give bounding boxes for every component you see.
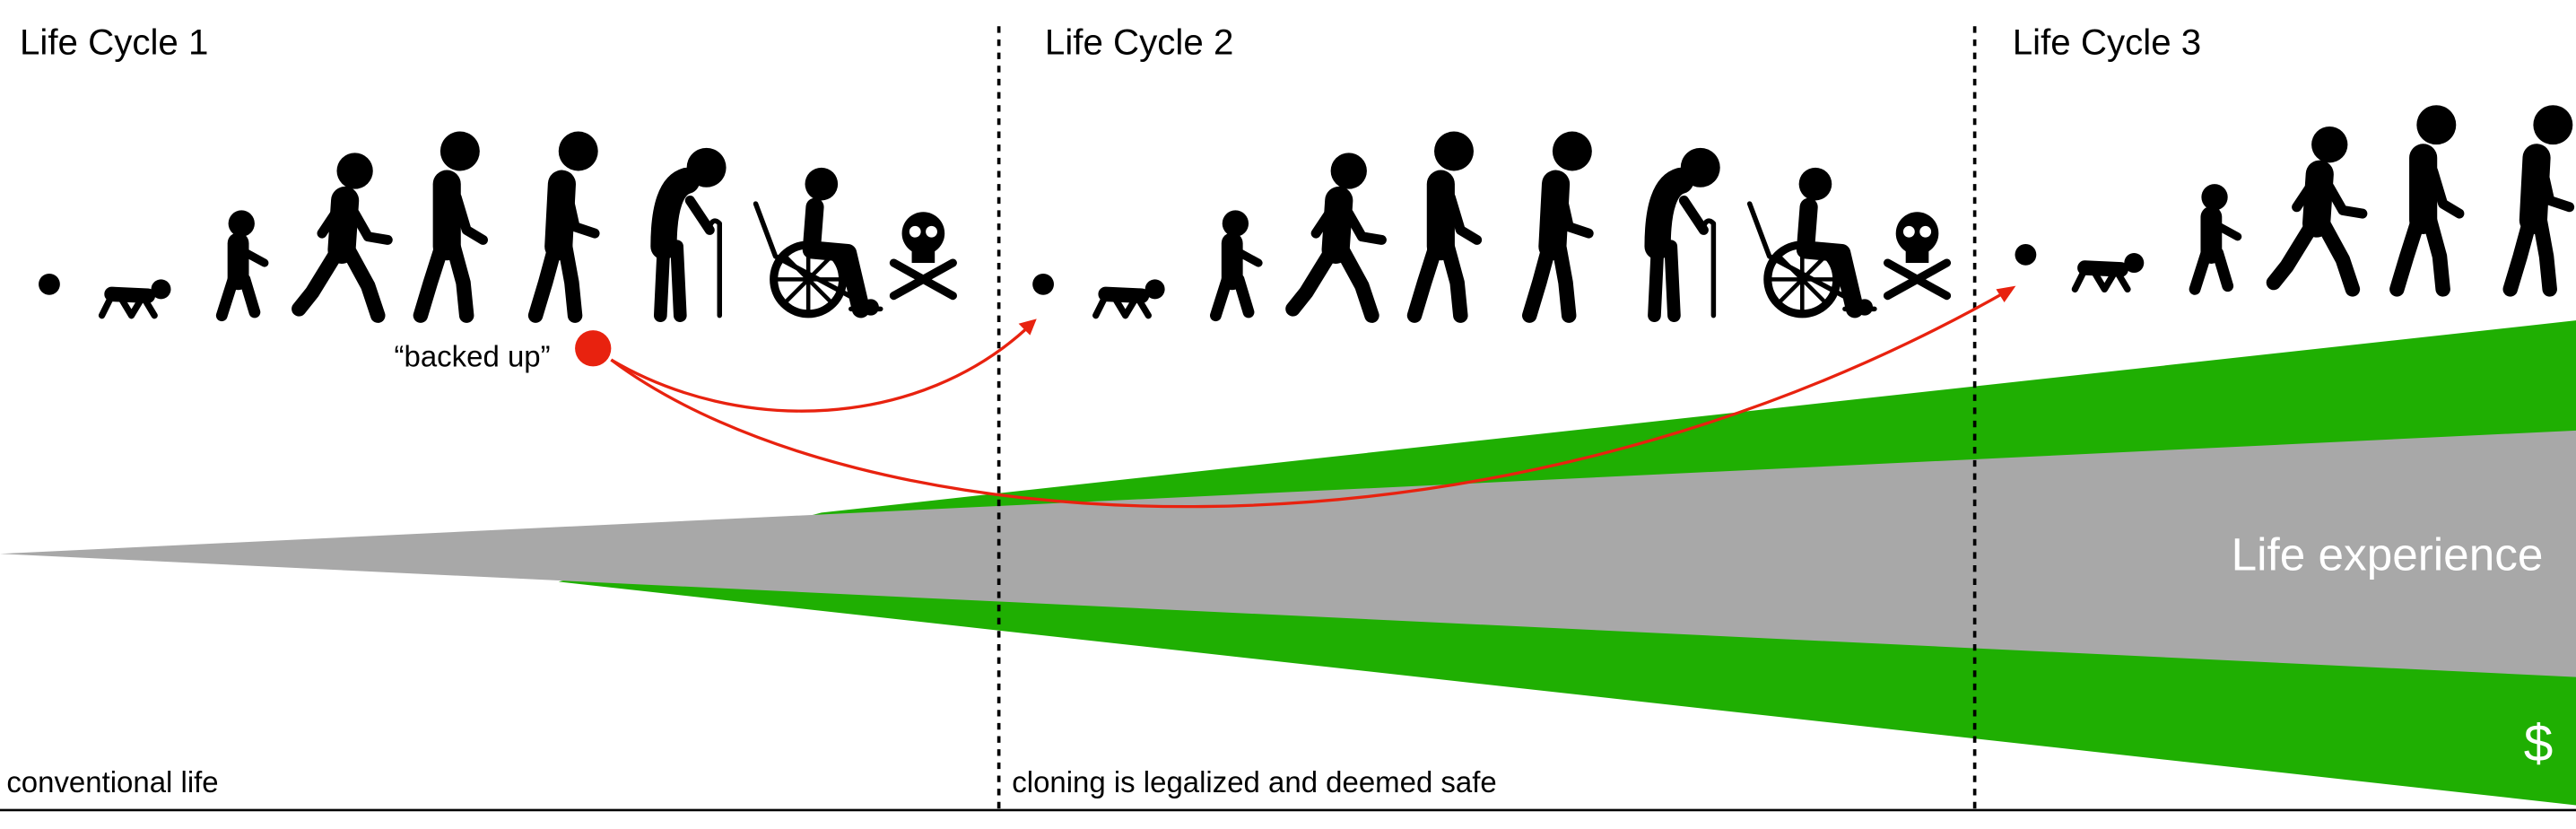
cycle-title: Life Cycle 3 [2013,22,2201,62]
figure-icon [1215,210,1258,315]
figure-icon [2015,243,2037,266]
life-stages-1 [39,132,953,316]
backup-dot [575,330,612,367]
figure-icon [1414,132,1477,316]
figure-icon [1032,273,1054,295]
figure-icon [1750,168,1875,316]
figure-icon [39,273,60,295]
figure-icon [535,132,598,316]
figure-icon [1292,153,1381,315]
figure-icon [421,132,483,316]
money-label: $ [2524,714,2554,772]
backup-arrow [610,322,1033,413]
life-stages-2 [1032,132,1946,316]
life-stages-3 [2015,105,2572,289]
era-label: conventional life [6,765,218,798]
figure-icon [1529,132,1592,316]
figure-icon [2274,127,2363,289]
figure-icon [1096,279,1165,315]
figure-icon [2195,184,2238,289]
figure-icon [102,279,171,315]
figure-icon [1888,212,1947,295]
experience-label: Life experience [2232,529,2544,580]
figure-icon [660,148,726,316]
backup-arrow [610,289,2009,509]
arrow-head [1996,285,2016,302]
cycle-title: Life Cycle 2 [1045,22,1233,62]
arrow-head [1018,319,1037,336]
figure-icon [756,168,881,316]
figure-icon [2397,105,2459,289]
cycle-title: Life Cycle 1 [20,22,208,62]
figure-icon [2075,253,2144,289]
era-label: cloning is legalized and deemed safe [1012,765,1496,798]
figure-icon [893,212,953,295]
backed-up-label: “backed up” [395,339,551,372]
figure-icon [299,153,387,315]
experience-wedge [0,430,2576,677]
figure-icon [1654,148,1719,316]
figure-icon [222,210,265,315]
figure-icon [2511,105,2573,289]
